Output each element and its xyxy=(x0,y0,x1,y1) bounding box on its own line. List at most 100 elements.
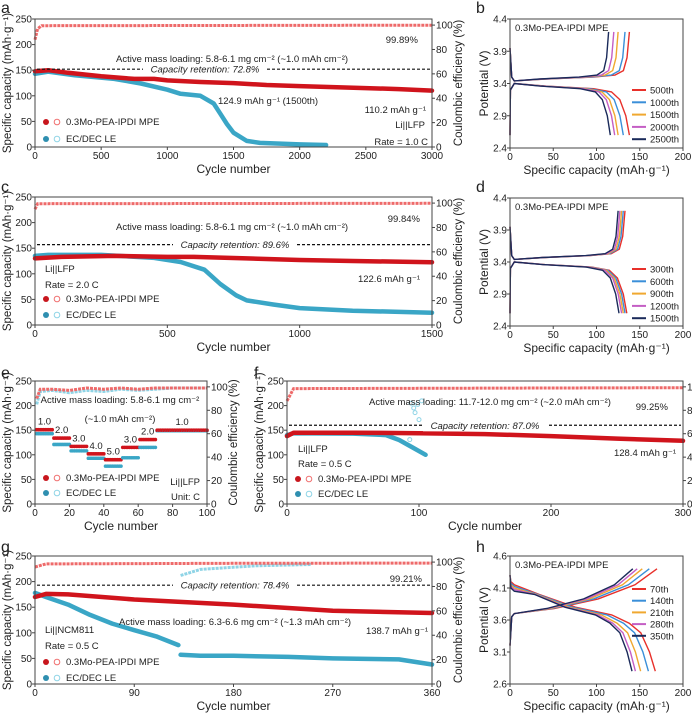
y2-tick-label: 40 xyxy=(687,453,692,464)
y-tick-label: 150 xyxy=(15,244,32,255)
y-tick-label: 2.9 xyxy=(493,111,507,122)
y-tick-label: 100 xyxy=(15,91,32,102)
y-tick-label: 150 xyxy=(15,603,32,614)
legend-label: 2000th xyxy=(650,122,679,133)
ce-series-0 xyxy=(285,386,684,402)
y2-tick-label: 60 xyxy=(687,429,692,440)
rate-label: 5.0 xyxy=(107,447,120,458)
y-tick-label: 4.4 xyxy=(493,15,507,26)
y2-tick-label: 100 xyxy=(211,382,228,393)
legend-label: 0.3Mo-PEA-IPDI MPE xyxy=(66,117,159,128)
annotation-ce_end: 99.84% xyxy=(388,214,421,225)
charge-curve-1200th xyxy=(509,210,621,261)
annotation-ce_end: 99.25% xyxy=(636,402,669,413)
y-tick-label: 50 xyxy=(21,295,33,306)
panel-d xyxy=(507,197,684,329)
y-axis-label: Potential (V) xyxy=(477,587,491,653)
legend-filled-marker xyxy=(43,296,49,302)
y2-tick-label: 60 xyxy=(436,69,448,80)
y2-tick-label: 20 xyxy=(436,296,448,307)
y2-tick-label: 20 xyxy=(211,476,223,487)
annotation-unit: Unit: C xyxy=(171,492,200,503)
x-tick-label: 0 xyxy=(32,151,38,162)
y-tick-label: 0 xyxy=(26,680,32,691)
x-tick-label: 1000 xyxy=(156,151,179,162)
y-tick-label: 2.6 xyxy=(493,680,507,691)
y2-tick-label: 20 xyxy=(436,118,448,129)
x-tick-label: 100 xyxy=(588,330,605,341)
retention-label-bg xyxy=(173,238,297,251)
x-tick-label: 150 xyxy=(631,688,648,699)
legend-open-marker xyxy=(53,311,61,319)
x-tick-label: 270 xyxy=(324,688,341,699)
plot-frame xyxy=(286,380,684,505)
y2-tick-label: 80 xyxy=(436,45,448,56)
legend-open-marker xyxy=(305,490,313,498)
x-tick-label: 100 xyxy=(588,688,605,699)
discharge-curve-140th xyxy=(509,575,650,672)
y2-axis-label: Coulombic efficiency (%) xyxy=(453,20,465,147)
x-tick-label: 1000 xyxy=(289,329,312,340)
y2-axis-label: Coulombic efficiency (%) xyxy=(228,379,240,506)
discharge-curve-70th xyxy=(509,575,656,672)
annotation-cap_end: 128.4 mAh g⁻¹ xyxy=(614,448,676,459)
panel-a xyxy=(32,18,435,150)
legend-label: 1000th xyxy=(650,98,679,109)
panel-label-a: a xyxy=(1,0,10,17)
panel-label-d: d xyxy=(476,179,485,196)
ce-point xyxy=(412,410,418,416)
capacity-series-2 xyxy=(32,590,181,648)
y2-tick-label: 0 xyxy=(436,680,442,691)
annotation-loading: Active mass loading: 6.3-6.6 mg cm⁻² (~1… xyxy=(119,617,351,628)
x-tick-label: 0 xyxy=(32,508,38,519)
charge-curve-600th xyxy=(509,210,624,261)
legend-label: 2500th xyxy=(650,135,679,146)
panel-label-f: f xyxy=(254,365,259,382)
legend-filled-marker xyxy=(43,119,49,125)
y2-tick-label: 0 xyxy=(436,321,442,332)
legend-filled-marker xyxy=(295,491,301,497)
panel-g xyxy=(32,555,435,687)
panel-title: 0.3Mo-PEA-IPDI MPE xyxy=(515,202,608,213)
capacity-series-4 xyxy=(32,591,435,616)
y2-tick-label: 40 xyxy=(211,453,223,464)
annotation-loading2: (~1.0 mAh cm⁻²) xyxy=(85,414,156,425)
legend-open-marker xyxy=(53,118,61,126)
legend-filled-marker xyxy=(43,659,49,665)
y-tick-label: 150 xyxy=(15,66,32,77)
x-axis-label: Cycle number xyxy=(196,699,270,713)
x-tick-label: 100 xyxy=(411,508,428,519)
y-tick-label: 50 xyxy=(21,475,33,486)
annotation-cell: Li||LFP xyxy=(395,120,425,131)
ce-point xyxy=(419,398,425,404)
rate-label: 1.0 xyxy=(175,417,188,428)
x-tick-label: 360 xyxy=(424,688,441,699)
y-tick-label: 4.6 xyxy=(493,552,507,563)
discharge-curve-900th xyxy=(509,261,624,314)
y-tick-label: 250 xyxy=(267,377,284,388)
x-tick-label: 200 xyxy=(675,688,692,699)
panel-b xyxy=(507,18,684,151)
legend-label: 600th xyxy=(650,277,674,288)
discharge-curve-1000th xyxy=(509,82,624,136)
panel-e xyxy=(32,380,210,507)
y-tick-label: 200 xyxy=(267,401,284,412)
y2-tick-label: 60 xyxy=(211,429,223,440)
y2-tick-label: 100 xyxy=(436,21,453,32)
x-tick-label: 100 xyxy=(588,152,605,163)
x-axis-label: Specific capacity (mAh·g⁻¹) xyxy=(523,341,669,355)
rate-label: 2.0 xyxy=(141,427,154,438)
legend-label: 0.3Mo-PEA-IPDI MPE xyxy=(318,474,411,485)
x-axis-label: Cycle number xyxy=(196,162,270,176)
legend-open-marker xyxy=(53,674,61,682)
capacity-series-3 xyxy=(284,430,686,444)
annotation-loading: Active mass loading: 5.8-6.1 mg cm⁻² (~1… xyxy=(116,54,348,65)
discharge-curve-600th xyxy=(509,261,626,314)
x-tick-label: 100 xyxy=(199,508,216,519)
rate-label: 3.0 xyxy=(72,433,85,444)
panel-title: 0.3Mo-PEA-IPDI MPE xyxy=(515,23,608,34)
plot-frame xyxy=(34,196,433,326)
x-tick-label: 40 xyxy=(98,508,110,519)
discharge-curve-1200th xyxy=(509,261,623,314)
y-tick-label: 0 xyxy=(26,321,32,332)
